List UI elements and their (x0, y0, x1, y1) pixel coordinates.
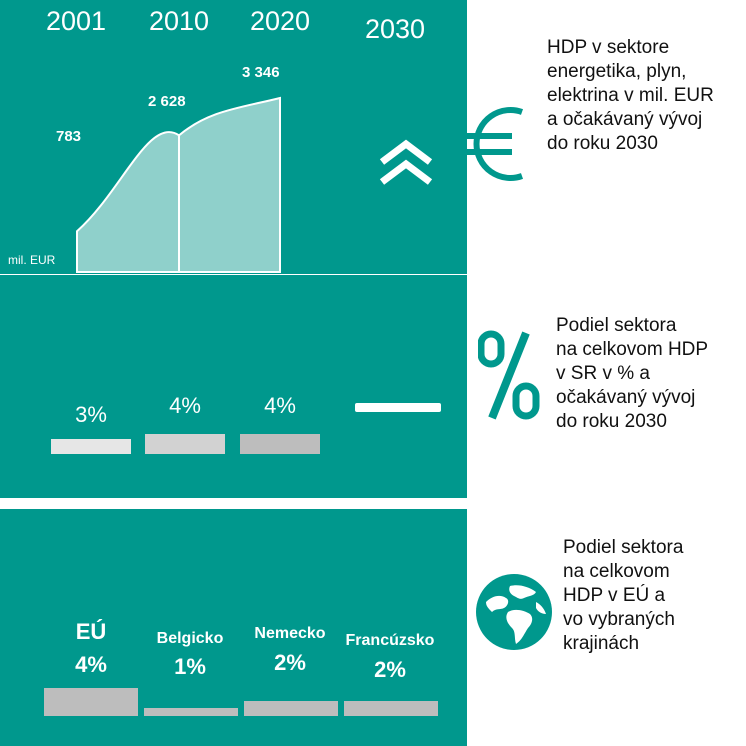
country-value-eu: 4% (75, 652, 107, 677)
share-eu-bar-francuzsko (344, 701, 438, 716)
description-line: Podiel sektora (556, 315, 677, 336)
description-line: elektrina v mil. EUR (547, 85, 714, 106)
share-eu-bar-eu (44, 688, 138, 716)
year-label-2010: 2010 (148, 6, 210, 36)
value-label-2020: 3 346 (242, 64, 280, 81)
share-sr-bar-2001 (51, 438, 131, 454)
panel-divider (0, 274, 467, 275)
value-label-2010: 2 628 (148, 93, 186, 110)
gdp-description: HDP v sektore energetika, plyn, elektrin… (547, 36, 714, 156)
year-label-2001: 2001 (45, 6, 107, 36)
description-line: do roku 2030 (547, 133, 658, 154)
description-line: do roku 2030 (556, 411, 667, 432)
description-line: vo vybraných (563, 609, 675, 630)
unit-label: mil. EUR (8, 253, 56, 267)
country-label-nemecko: Nemecko (254, 625, 326, 642)
description-line: krajinách (563, 633, 640, 654)
description-line: na celkovom (563, 561, 670, 582)
country-label-belgicko: Belgicko (156, 630, 224, 647)
share-eu-bar-nemecko (244, 701, 338, 716)
share-sr-bar-2010 (145, 434, 225, 454)
country-label-francuzsko: Francúzsko (345, 632, 435, 649)
year-label-2030: 2030 (364, 14, 426, 44)
country-value-nemecko: 2% (274, 650, 306, 675)
share-sr-forecast-bar-2030 (355, 403, 441, 412)
gdp-area-chart (76, 96, 281, 273)
share-eu-description: Podiel sektora na celkovom HDP v EÚ a vo… (563, 536, 683, 656)
description-line: očakávaný vývoj (556, 387, 696, 408)
panel-divider (0, 498, 467, 499)
globe-icon (476, 574, 552, 650)
description-line: a očakávaný vývoj (547, 109, 703, 130)
double-chevron-up-icon (379, 139, 433, 185)
country-label-eu: EÚ (75, 619, 107, 644)
share-sr-panel (0, 275, 467, 498)
description-line: energetika, plyn, (547, 61, 687, 82)
description-line: HDP v EÚ a (563, 585, 666, 606)
share-sr-label-2020: 4% (264, 393, 296, 418)
country-value-francuzsko: 2% (374, 657, 406, 682)
description-line: HDP v sektore (547, 37, 670, 58)
description-line: na celkovom HDP (556, 339, 709, 360)
share-sr-bar-2020 (240, 434, 320, 454)
share-sr-label-2010: 4% (169, 393, 201, 418)
value-label-2001: 783 (56, 128, 82, 145)
description-line: Podiel sektora (563, 537, 684, 558)
country-value-belgicko: 1% (174, 654, 206, 679)
euro-icon (466, 107, 524, 181)
description-line: v SR v % a (556, 363, 650, 384)
share-eu-bar-belgicko (144, 707, 238, 716)
share-sr-label-2001: 3% (75, 402, 107, 427)
share-sr-description: Podiel sektora na celkovom HDP v SR v % … (556, 314, 708, 434)
year-label-2020: 2020 (249, 6, 311, 36)
percent-icon (478, 330, 540, 420)
